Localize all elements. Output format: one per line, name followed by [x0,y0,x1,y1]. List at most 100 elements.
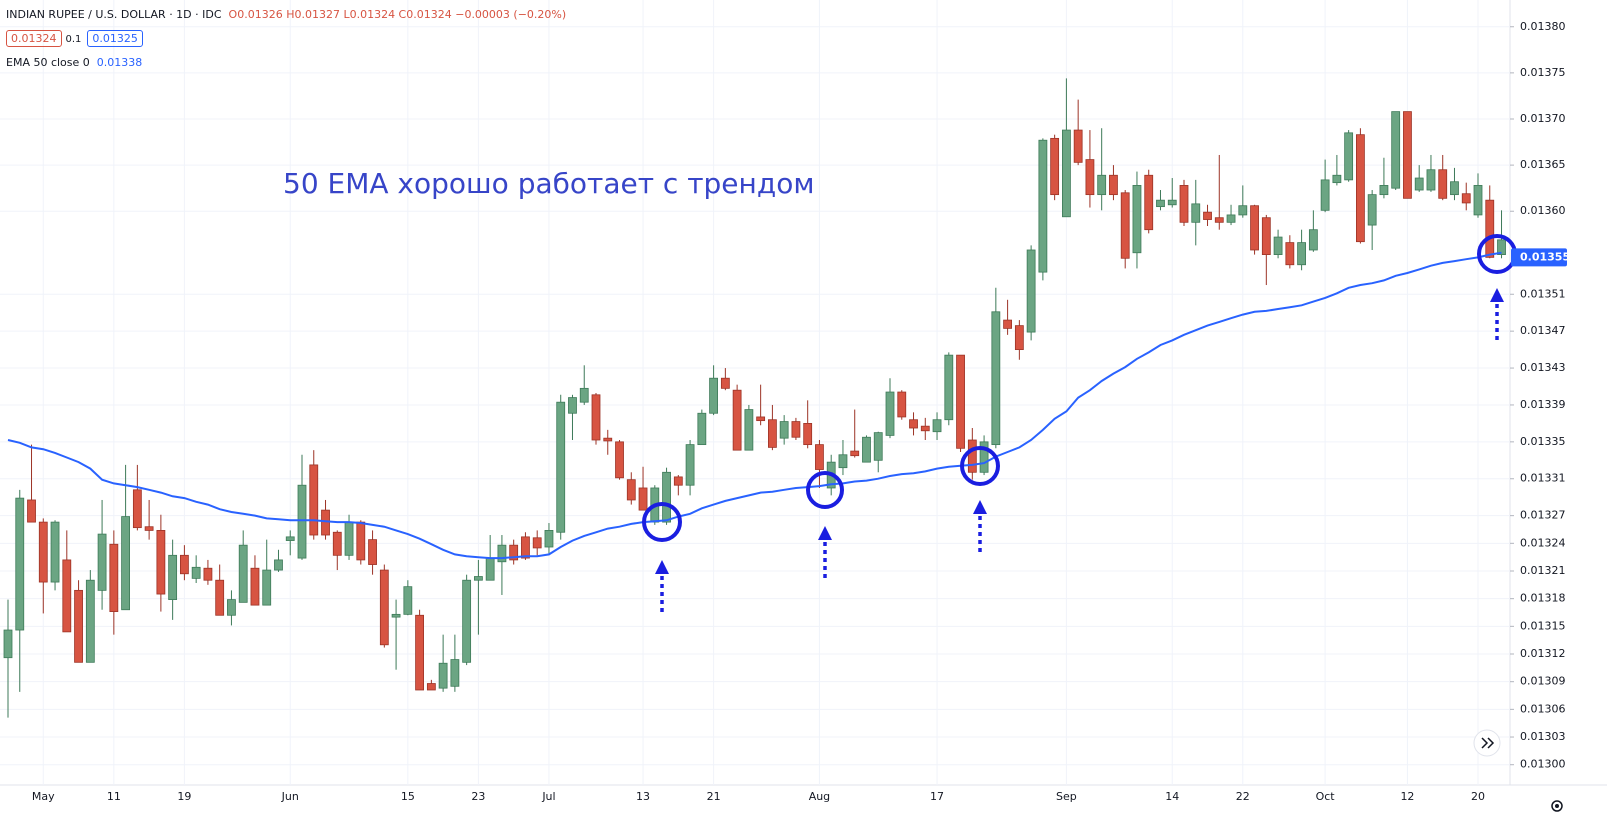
arrow-heads [655,288,1504,574]
candle-body [1473,185,1483,216]
candle-body [756,416,766,422]
candle-body [1014,325,1024,351]
candle-body [1120,192,1130,259]
arrows [660,302,1499,612]
candle-body [262,569,272,606]
candle-body [720,377,730,389]
candle-body [944,354,954,421]
gear-icon[interactable] [1551,800,1563,812]
candle-body [309,464,319,536]
candle-body [50,521,60,583]
y-tick-label: 0.01303 [1520,730,1566,743]
x-tick-label: Oct [1316,790,1336,803]
x-tick-label: Aug [809,790,830,803]
candle-body [1438,169,1448,199]
candle-body [15,497,25,631]
candle-body [815,444,824,470]
candle-body [250,567,260,606]
candle-body [1403,111,1412,199]
candle-body [1179,185,1189,223]
x-tick-label: 14 [1165,790,1179,803]
ema-name: EMA 50 close 0 [6,56,90,69]
candle-body [332,531,342,556]
x-tick-label: 12 [1400,790,1414,803]
candle-body [697,412,707,446]
candle-body [909,419,918,429]
y-tick-label: 0.01370 [1520,112,1566,125]
candle-body [662,471,671,523]
plot [3,78,1506,718]
symbol: INDIAN RUPEE / U.S. DOLLAR · 1D · IDC [6,8,222,21]
candle-body [1308,229,1318,251]
candle-body [873,432,883,461]
legend-ema: EMA 50 close 0 0.01338 [6,56,142,69]
y-tick-label: 0.01315 [1520,619,1566,632]
candle-body [85,579,95,663]
candle-body [568,397,577,414]
highlight-circle [960,446,1000,486]
candle-body [27,499,36,523]
candle-body [791,421,801,438]
candle-body [497,544,507,563]
candle-body [473,576,483,581]
candle-body [803,423,813,446]
candle-body [38,521,48,583]
candle-body [344,521,354,556]
candle-body [74,589,83,663]
candle-body [274,559,283,571]
candle-body [556,401,566,533]
last-price-label: 0.01355 [1520,250,1570,263]
candle-body [3,629,13,659]
arrow-head [655,560,669,574]
candle-body [426,683,436,691]
candle-body [215,579,225,616]
candle-body [1038,139,1048,273]
x-tick-label: 11 [107,790,121,803]
candle-body [321,509,330,536]
arrow-head [973,500,987,514]
candle-body [991,311,1001,446]
x-tick-label: Jul [541,790,555,803]
candle-body [1191,203,1201,223]
candle-body [1156,199,1165,208]
candle-body [238,544,248,603]
x-tick-label: 15 [401,790,415,803]
settings-button[interactable] [1551,800,1563,812]
candle-body [1450,181,1459,196]
y-tick-label: 0.01365 [1520,158,1566,171]
y-tick-label: 0.01300 [1520,758,1566,771]
candle-body [932,419,942,433]
candle-body [1285,242,1295,266]
candle-body [297,484,307,559]
candle-body [379,569,389,646]
candle-body [1167,199,1177,206]
candle-body [391,613,401,618]
candle-body [415,614,425,691]
candle-body [227,599,236,616]
candle-body [1261,217,1271,255]
candle-body [368,539,377,565]
y-tick-label: 0.01351 [1520,287,1566,300]
candle-body [62,559,72,633]
ask[interactable]: 0.01325 [87,30,143,47]
candle-body [168,554,178,600]
candle-body [532,537,542,549]
scroll-icon[interactable] [1481,737,1495,749]
gear-center[interactable] [1555,804,1559,808]
x-tick-label: 13 [636,790,650,803]
x-tick-label: 17 [930,790,944,803]
x-tick-label: May [32,790,55,803]
bid[interactable]: 0.01324 [6,30,62,47]
candle-body [1426,169,1436,191]
x-tick-label: Sep [1056,790,1077,803]
candle-body [768,419,777,448]
candle-body [509,544,519,561]
scroll-button[interactable] [1473,729,1501,757]
candle-body [1238,205,1248,216]
candle-body [685,444,695,486]
candle-body [1073,129,1083,163]
candle-body [1144,174,1154,231]
candle-body [521,536,530,559]
